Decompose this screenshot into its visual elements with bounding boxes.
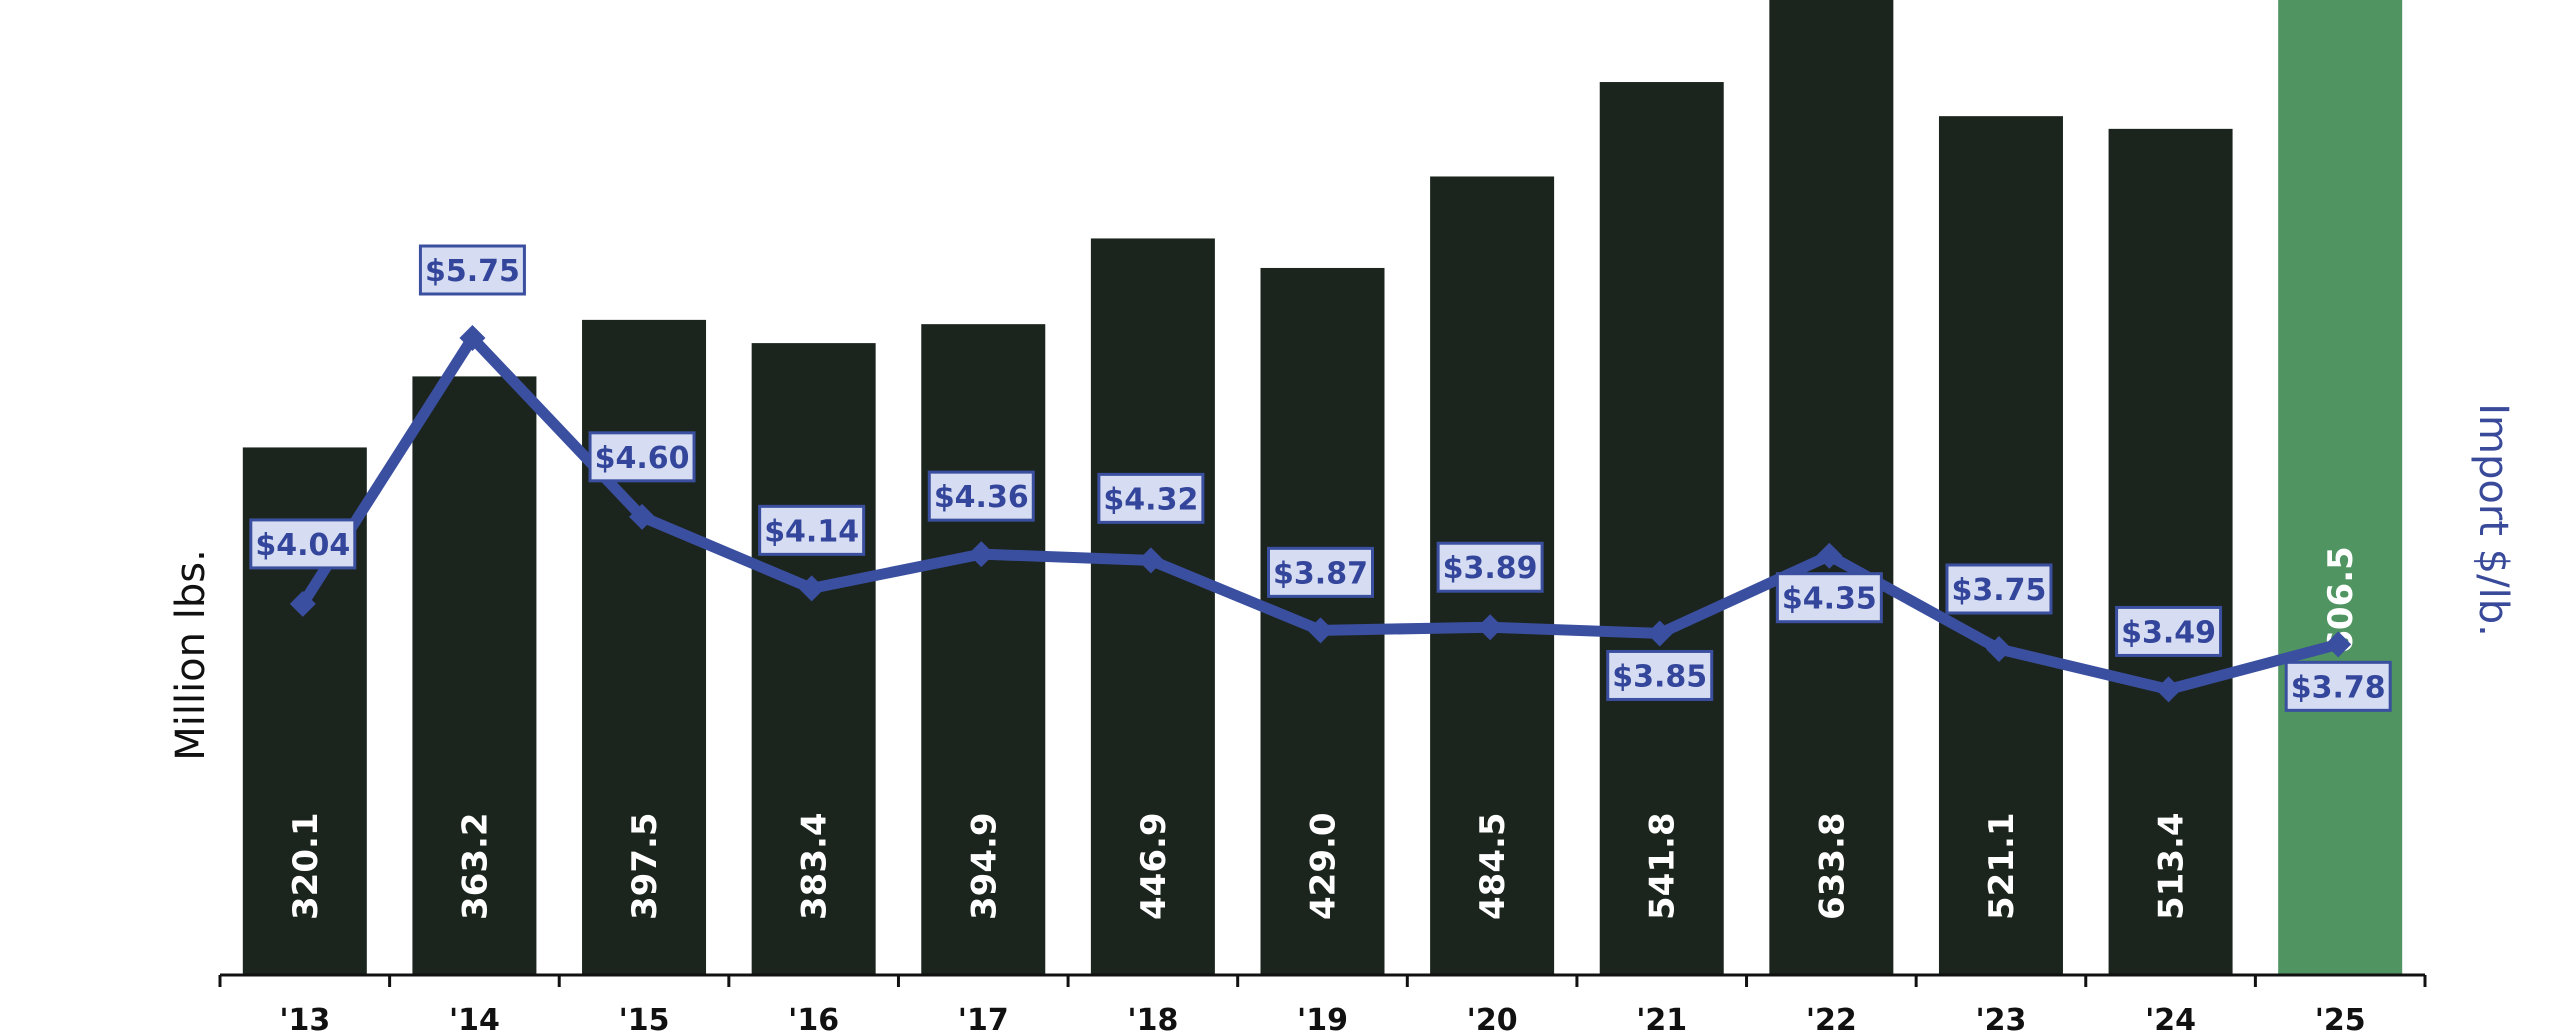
- bar-value-label: 320.1: [286, 812, 326, 920]
- price-label: $4.36: [927, 470, 1035, 522]
- price-line-series: $4.04 $5.75 $4.60 $4.14 $4.36 $4.32 $3.87 $3.89…: [249, 244, 2392, 712]
- price-label-text: $3.49: [2121, 615, 2216, 650]
- price-label-box: [588, 431, 696, 483]
- price-marker: [629, 503, 656, 530]
- price-label-text: $4.36: [934, 480, 1029, 515]
- bar-25: [2278, 0, 2403, 976]
- y-axis-title: Million lbs.: [168, 549, 214, 761]
- price-label: $4.60: [588, 431, 696, 483]
- bar-16: [751, 343, 876, 975]
- bar-value-label: 383.4: [795, 812, 835, 920]
- x-tick-label: '15: [619, 1003, 670, 1036]
- x-tick-label: '21: [1636, 1003, 1687, 1036]
- price-label-box: [2115, 605, 2223, 657]
- x-tick-label: '25: [2315, 1003, 2366, 1036]
- bar-value-label: 633.8: [1812, 812, 1852, 920]
- price-label-text: $4.04: [255, 528, 350, 563]
- x-tick-label: '13: [279, 1003, 330, 1036]
- price-label-text: $4.35: [1782, 582, 1877, 617]
- bar-value-label: 446.9: [1134, 812, 1174, 920]
- bar-14: [412, 376, 537, 975]
- x-tick-label: '14: [449, 1003, 500, 1036]
- price-label: $3.87: [1267, 546, 1374, 598]
- price-label: $4.35: [1775, 572, 1883, 624]
- x-tick-label: '22: [1806, 1003, 1857, 1036]
- price-label-box: [758, 504, 866, 556]
- bar-value-label: 484.5: [1473, 812, 1513, 920]
- price-marker: [798, 575, 825, 602]
- price-label-text: $4.14: [764, 514, 859, 549]
- price-label-box: [1267, 546, 1374, 598]
- bar-value-label: 394.9: [964, 812, 1004, 920]
- x-axis: '13 '14 '15 '16 '17 '18 '19 '20 '21 '22 '23 '24 '25: [218, 973, 2427, 1036]
- price-label-box: [1436, 541, 1544, 593]
- bar-22: [1769, 0, 1894, 976]
- price-marker: [1985, 636, 2012, 662]
- price-label-box: [1775, 572, 1883, 624]
- bar-17: [921, 324, 1046, 976]
- bar-value-label: 429.0: [1304, 812, 1344, 920]
- x-tick-label: '23: [1975, 1003, 2026, 1036]
- y2-axis-title: Import $/lb.: [2470, 403, 2516, 637]
- price-label-box: [2284, 660, 2392, 712]
- bar-value-label: 521.1: [1982, 812, 2022, 920]
- bar-value-label: 513.4: [2152, 812, 2192, 920]
- bar-value-label: 397.5: [625, 812, 665, 920]
- price-label-text: $3.89: [1443, 551, 1538, 586]
- x-tick-label: '24: [2145, 1003, 2196, 1036]
- price-label: $4.14: [758, 504, 866, 556]
- price-marker: [1816, 542, 1843, 569]
- price-label: $3.85: [1606, 649, 1714, 701]
- price-label: $4.04: [249, 518, 357, 570]
- bar-series: 320.1 363.2 397.5 383.4 394.9 446.9 429.0 484.5…: [242, 0, 2403, 976]
- price-label: $3.75: [1945, 563, 2053, 615]
- price-marker: [289, 590, 316, 617]
- price-label: $4.32: [1097, 472, 1205, 524]
- price-label: $3.49: [2115, 605, 2223, 657]
- price-label-text: $3.75: [1952, 573, 2047, 608]
- price-marker: [459, 325, 486, 351]
- price-label-text: $5.75: [425, 254, 520, 289]
- price-label-box: [1945, 563, 2053, 615]
- price-label: $3.89: [1436, 541, 1544, 593]
- bar-value-label: 363.2: [455, 812, 495, 920]
- bar-24: [2108, 128, 2233, 975]
- x-tick-label: '17: [958, 1003, 1009, 1036]
- price-marker: [1307, 617, 1334, 644]
- price-label-box: [927, 470, 1035, 522]
- bar-23: [1938, 116, 2063, 976]
- price-marker: [2155, 676, 2182, 703]
- x-tick-label: '20: [1467, 1003, 1518, 1036]
- price-marker: [1137, 547, 1164, 574]
- price-label: $5.75: [418, 244, 526, 296]
- x-tick-label: '19: [1297, 1003, 1348, 1036]
- price-marker: [2325, 631, 2352, 658]
- price-marker: [1477, 614, 1504, 641]
- bar-21: [1599, 82, 1724, 975]
- price-label-text: $3.85: [1612, 659, 1707, 694]
- price-label-text: $4.60: [595, 441, 690, 476]
- price-label-box: [418, 244, 526, 296]
- price-label-text: $3.87: [1273, 556, 1368, 591]
- price-marker: [1646, 620, 1673, 647]
- price-marker: [968, 541, 995, 568]
- bar-value-label: 541.8: [1643, 812, 1683, 920]
- price-label-box: [249, 518, 357, 570]
- price-label-box: [1097, 472, 1205, 524]
- price-label: $3.78: [2284, 660, 2392, 712]
- bar-15: [582, 319, 707, 975]
- price-label-text: $4.32: [1103, 482, 1198, 517]
- x-tick-label: '18: [1127, 1003, 1178, 1036]
- bar-18: [1090, 238, 1215, 975]
- x-tick-label: '16: [788, 1003, 839, 1036]
- price-label-box: [1606, 649, 1714, 701]
- price-label-text: $3.78: [2291, 670, 2386, 705]
